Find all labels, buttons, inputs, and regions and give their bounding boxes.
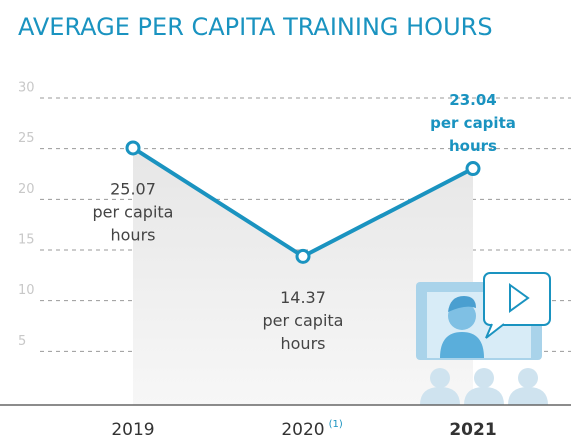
data-label: 25.07 bbox=[110, 179, 156, 198]
data-label-unit: hours bbox=[281, 334, 326, 353]
point bbox=[465, 161, 481, 177]
point bbox=[125, 140, 141, 156]
point bbox=[295, 248, 311, 264]
x-tick-label: 2019 bbox=[111, 420, 154, 440]
data-label-unit: hours bbox=[449, 137, 497, 155]
data-label-unit: per capita bbox=[430, 114, 516, 132]
chart-title: AVERAGE PER CAPITA TRAINING HOURS bbox=[18, 13, 493, 41]
data-label-unit: per capita bbox=[93, 202, 174, 221]
area bbox=[133, 147, 473, 405]
y-tick-label: 10 bbox=[18, 283, 35, 298]
x-tick-label: 2020 bbox=[281, 420, 324, 440]
data-label: 14.37 bbox=[280, 288, 326, 307]
y-tick-label: 25 bbox=[18, 131, 35, 146]
data-label-unit: hours bbox=[111, 225, 156, 244]
y-tick-label: 30 bbox=[18, 81, 35, 96]
category-note: (1) bbox=[329, 419, 343, 430]
x-tick-label: 2021 bbox=[449, 420, 496, 440]
video-icon bbox=[416, 272, 551, 405]
y-tick-label: 15 bbox=[18, 233, 35, 248]
data-label: 23.04 bbox=[449, 91, 496, 109]
y-tick-label: 20 bbox=[18, 182, 35, 197]
data-label-unit: per capita bbox=[263, 311, 344, 330]
y-tick-label: 5 bbox=[18, 334, 26, 349]
